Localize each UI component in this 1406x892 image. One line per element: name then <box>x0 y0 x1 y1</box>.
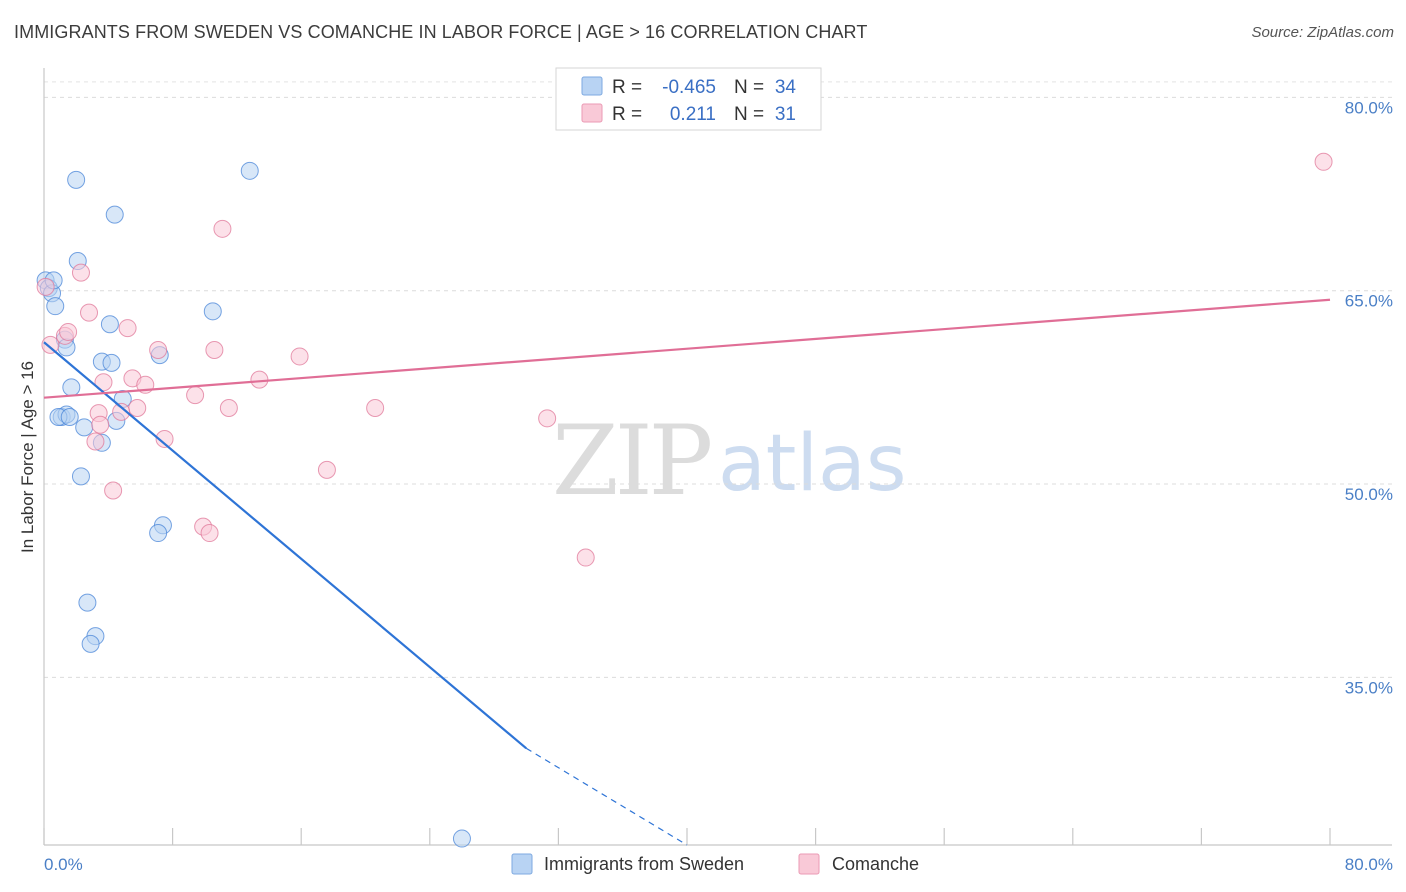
x-tick-label: 80.0% <box>1345 855 1393 874</box>
point-comanche <box>149 340 168 359</box>
point-sweden <box>100 315 119 334</box>
legend-swatch-sweden <box>581 76 603 96</box>
point-comanche <box>1314 152 1333 171</box>
legend-r-label: R = <box>612 77 642 98</box>
point-comanche <box>290 347 309 366</box>
chart-title: IMMIGRANTS FROM SWEDEN VS COMANCHE IN LA… <box>14 22 868 42</box>
point-comanche <box>186 386 205 405</box>
y-tick-label: 80.0% <box>1345 98 1393 117</box>
point-comanche <box>112 402 131 421</box>
watermark-zip: ZIP <box>552 405 711 517</box>
point-sweden <box>105 205 124 224</box>
legend-n-value: 34 <box>775 77 797 98</box>
x-ticks <box>43 828 1331 845</box>
point-sweden <box>75 418 94 437</box>
axes <box>43 68 1392 846</box>
legend-r-label: R = <box>612 104 642 125</box>
point-sweden <box>78 593 97 612</box>
legend-swatch-sweden <box>511 853 533 875</box>
point-comanche <box>250 370 269 389</box>
point-comanche <box>538 409 557 428</box>
series-legend: Immigrants from Sweden Comanche <box>511 853 919 875</box>
point-comanche <box>118 319 137 338</box>
point-comanche <box>205 340 224 359</box>
point-comanche <box>59 322 78 341</box>
point-sweden <box>452 829 471 848</box>
trend-lines <box>43 298 1331 846</box>
watermark: ZIP atlas <box>552 405 907 517</box>
point-sweden <box>240 161 259 180</box>
point-comanche <box>155 429 174 448</box>
point-sweden <box>102 353 121 372</box>
legend-swatch-comanche <box>581 103 603 123</box>
point-sweden <box>46 297 65 316</box>
point-sweden <box>149 524 168 543</box>
y-tick-labels: 80.0% 65.0% 50.0% 35.0% <box>1345 98 1393 697</box>
point-comanche <box>213 219 232 238</box>
point-comanche <box>36 277 55 296</box>
y-tick-label: 65.0% <box>1345 292 1393 311</box>
data-points <box>36 152 1333 848</box>
point-sweden <box>81 634 100 653</box>
point-comanche <box>219 399 238 418</box>
point-sweden <box>60 408 79 427</box>
point-comanche <box>366 399 385 418</box>
watermark-atlas: atlas <box>718 419 907 509</box>
point-sweden <box>62 378 81 397</box>
legend-label-sweden: Immigrants from Sweden <box>544 854 744 874</box>
point-sweden <box>71 467 90 486</box>
legend-n-label: N = <box>734 104 764 125</box>
trend-line-comanche <box>43 298 1331 399</box>
point-comanche <box>576 548 595 567</box>
point-comanche <box>128 399 147 418</box>
legend-n-label: N = <box>734 77 764 98</box>
source-credit: Source: ZipAtlas.com <box>1251 24 1394 41</box>
legend-r-value: 0.211 <box>670 104 716 125</box>
legend-swatch-comanche <box>798 853 820 875</box>
trend-line-sweden-extension <box>525 747 688 846</box>
y-tick-label: 35.0% <box>1345 678 1393 697</box>
point-comanche <box>317 460 336 479</box>
point-sweden <box>67 170 86 189</box>
trend-line-sweden <box>43 341 527 750</box>
legend-n-value: 31 <box>775 104 796 125</box>
point-comanche <box>80 303 99 322</box>
y-axis-label: In Labor Force | Age > 16 <box>18 361 37 553</box>
point-comanche <box>71 263 90 282</box>
point-comanche <box>86 432 105 451</box>
point-comanche <box>91 415 110 434</box>
x-tick-labels: 0.0% 80.0% <box>44 855 1393 874</box>
point-comanche <box>41 335 60 354</box>
point-comanche <box>94 373 113 392</box>
x-tick-label: 0.0% <box>44 855 83 874</box>
correlation-legend: R = -0.465 N = 34 R = 0.211 N = 31 <box>555 67 822 131</box>
legend-r-value: -0.465 <box>662 77 716 98</box>
point-comanche <box>200 524 219 543</box>
legend-label-comanche: Comanche <box>832 854 919 874</box>
point-comanche <box>104 481 123 500</box>
point-sweden <box>203 302 222 321</box>
y-tick-label: 50.0% <box>1345 485 1393 504</box>
